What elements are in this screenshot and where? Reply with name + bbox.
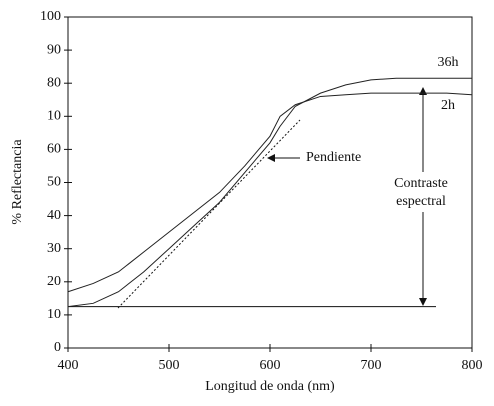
legend-label: 2h: [441, 98, 455, 113]
y-tick-label: 60: [47, 142, 61, 157]
y-tick-label: 90: [47, 42, 61, 57]
annotation: Pendiente: [306, 150, 361, 165]
x-tick-label: 400: [58, 358, 79, 373]
annotation: Contraste: [394, 176, 448, 191]
y-tick-label: 10: [47, 307, 61, 322]
slope-line: [117, 119, 301, 309]
series-line: [67, 77, 472, 308]
y-tick-label: 100: [40, 9, 61, 24]
x-axis-label: Longitud de onda (nm): [205, 379, 335, 394]
y-axis-label: % Reflectancia: [10, 139, 25, 225]
x-tick-label: 600: [260, 358, 281, 373]
x-tick-label: 700: [361, 358, 382, 373]
y-tick-label: 0: [54, 340, 61, 355]
x-tick-label: 500: [159, 358, 180, 373]
y-tick-label: 20: [47, 274, 61, 289]
y-tick-label: 30: [47, 241, 61, 256]
legend-label: 36h: [438, 55, 459, 70]
y-tick-label: 50: [47, 175, 61, 190]
y-tick-label: 80: [47, 75, 61, 90]
x-tick-label: 800: [462, 358, 483, 373]
annotation: espectral: [396, 194, 446, 209]
y-tick-label: 40: [47, 208, 61, 223]
series-line: [67, 92, 473, 293]
y-tick-label: 10: [47, 109, 61, 124]
